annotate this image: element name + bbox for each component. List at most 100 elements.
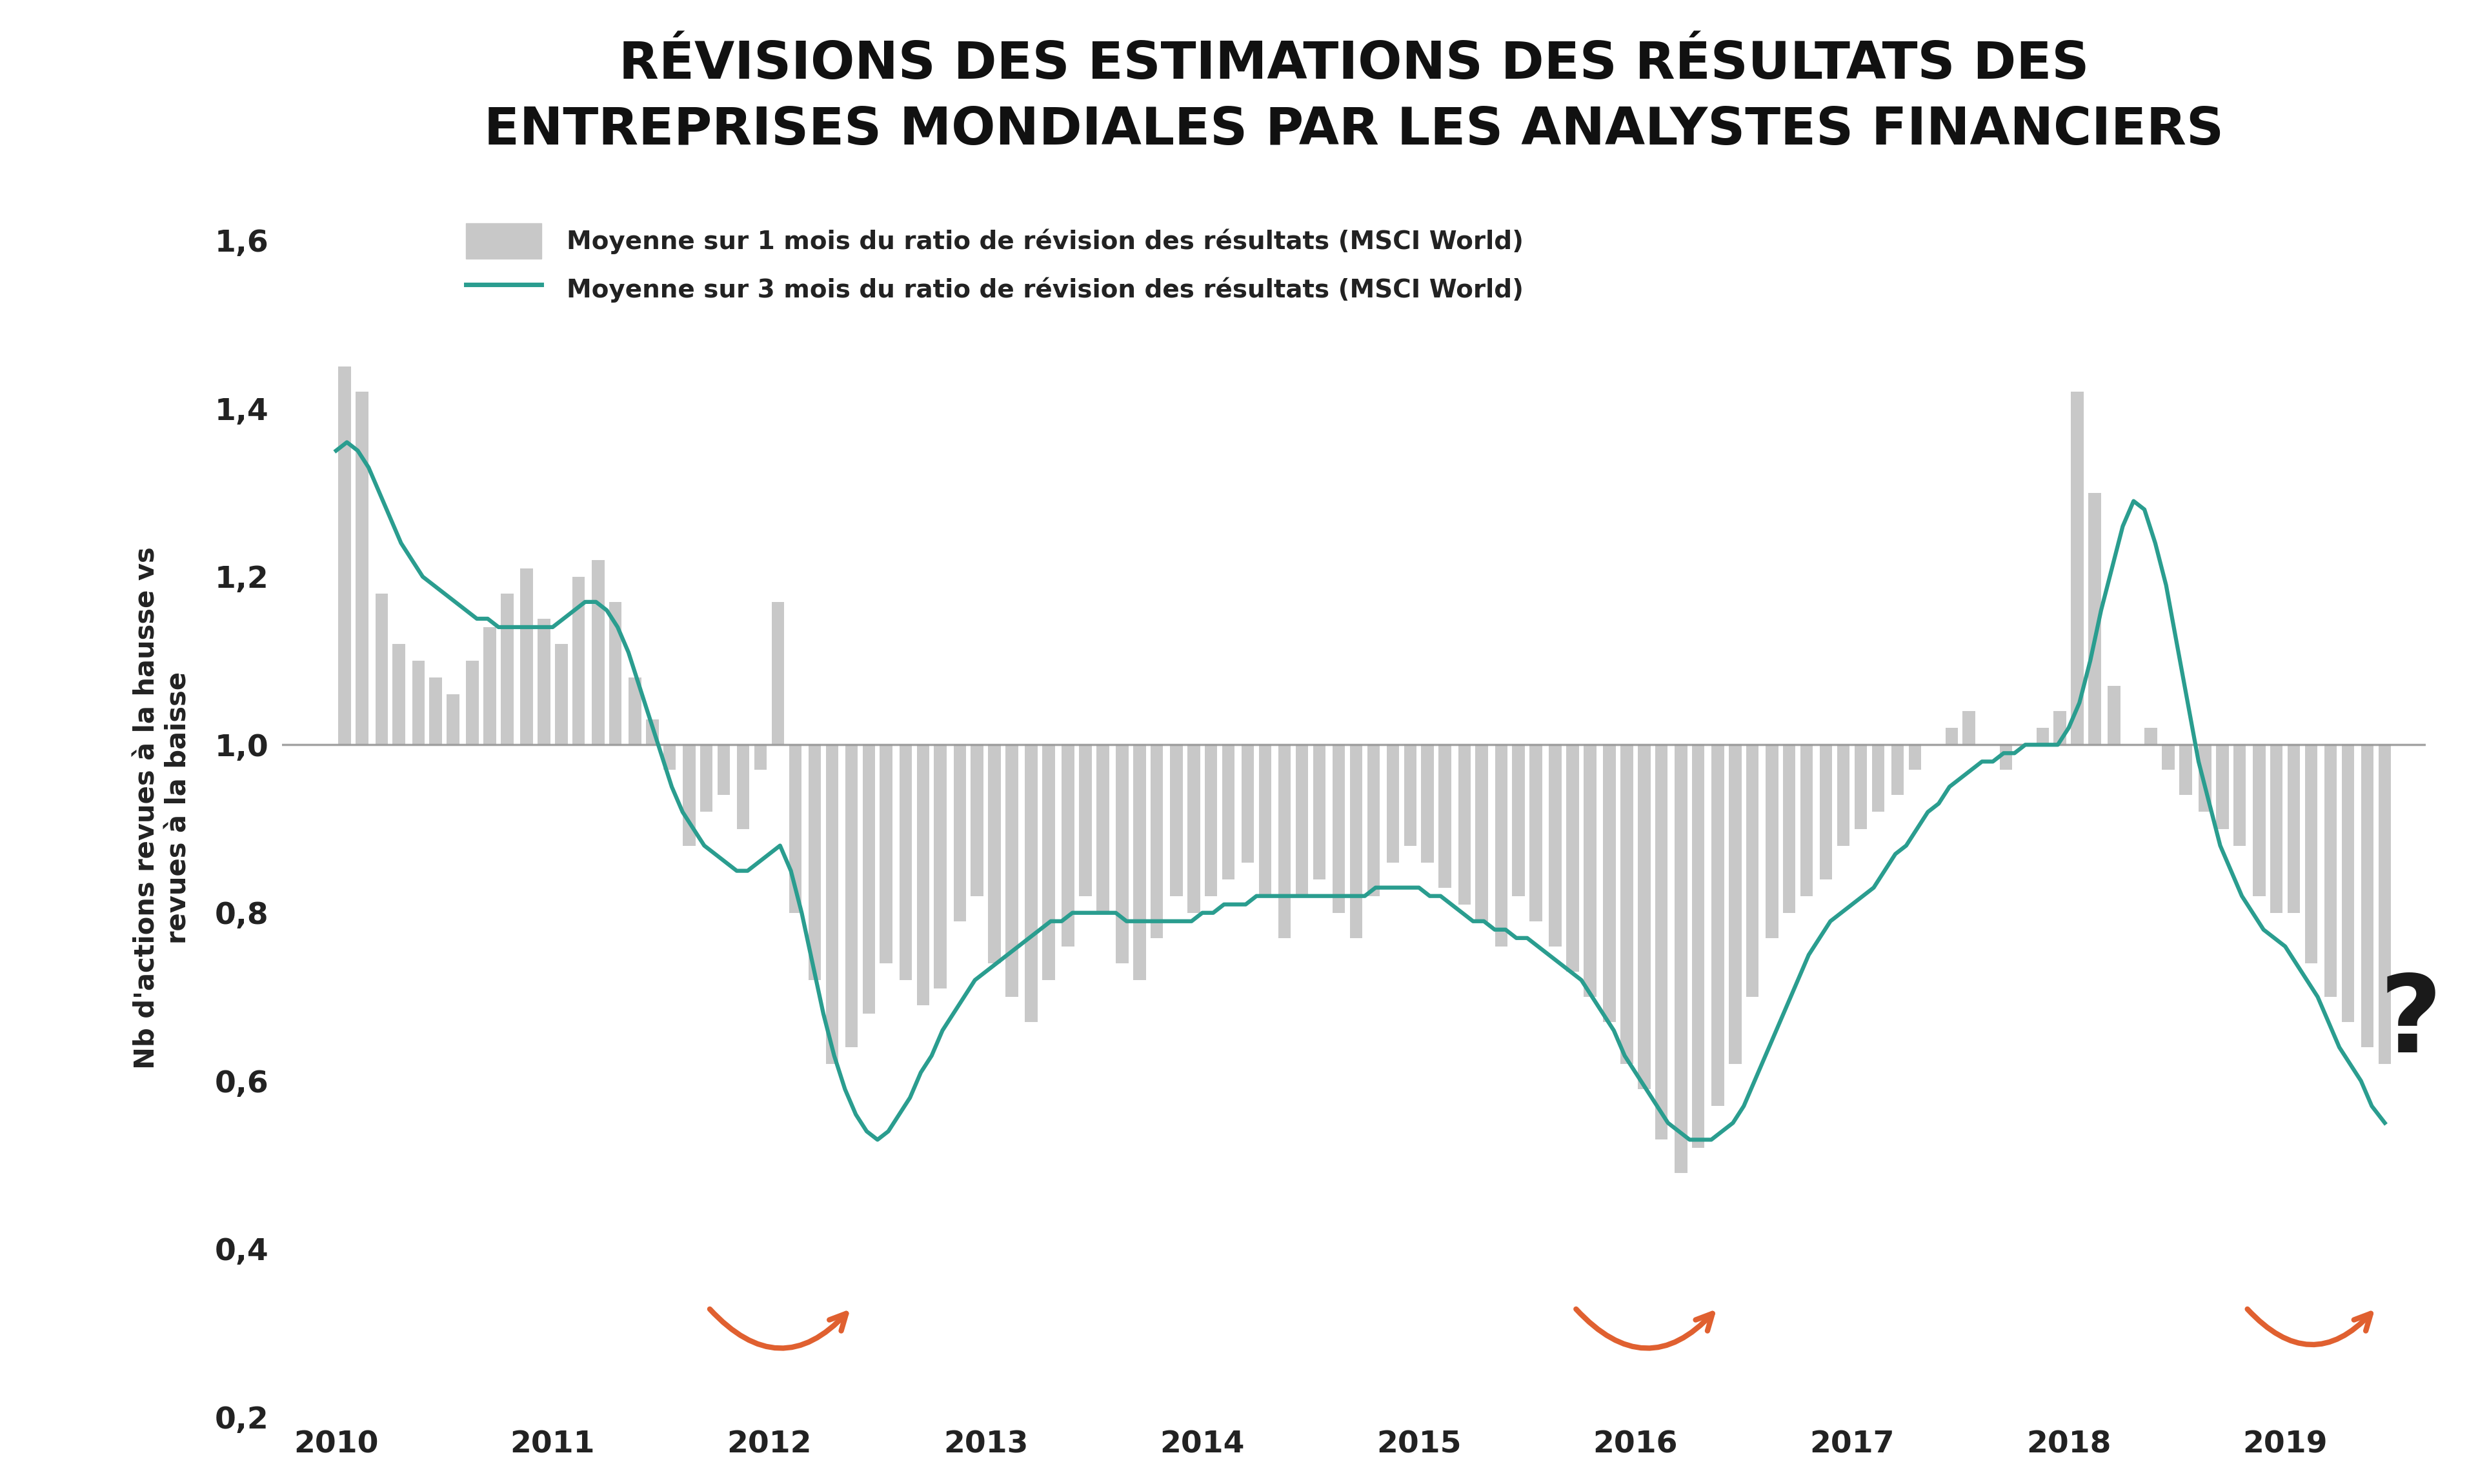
- Bar: [1836, 745, 1849, 846]
- Bar: [880, 745, 892, 963]
- Bar: [1115, 745, 1127, 963]
- Bar: [808, 745, 820, 979]
- Bar: [2362, 745, 2374, 1048]
- Bar: [538, 619, 550, 745]
- Bar: [555, 644, 567, 745]
- Bar: [1095, 745, 1110, 913]
- Bar: [1457, 745, 1469, 904]
- Bar: [1945, 729, 1958, 745]
- Bar: [647, 720, 659, 745]
- Bar: [2215, 745, 2228, 828]
- Bar: [1583, 745, 1596, 997]
- Bar: [1170, 745, 1182, 896]
- Bar: [2161, 745, 2176, 770]
- Bar: [2143, 729, 2158, 745]
- Bar: [1603, 745, 1616, 1022]
- Bar: [2233, 745, 2245, 846]
- Bar: [629, 678, 642, 745]
- Bar: [701, 745, 714, 812]
- Bar: [1494, 745, 1507, 947]
- Bar: [1405, 745, 1417, 846]
- Bar: [934, 745, 947, 988]
- Bar: [357, 392, 369, 745]
- Bar: [1549, 745, 1561, 947]
- Bar: [2253, 745, 2265, 896]
- Bar: [429, 678, 441, 745]
- Bar: [1333, 745, 1346, 913]
- Bar: [845, 745, 857, 1048]
- Bar: [1351, 745, 1363, 938]
- Bar: [572, 577, 585, 745]
- Bar: [1747, 745, 1759, 997]
- Y-axis label: Nb d'actions revues à la hausse vs
revues à la baisse: Nb d'actions revues à la hausse vs revue…: [134, 546, 193, 1068]
- Bar: [2287, 745, 2300, 913]
- Bar: [1621, 745, 1633, 1064]
- Bar: [1784, 745, 1797, 913]
- Bar: [374, 594, 389, 745]
- Bar: [1259, 745, 1271, 896]
- Bar: [2198, 745, 2210, 812]
- Bar: [900, 745, 912, 979]
- Bar: [825, 745, 838, 1064]
- Bar: [2072, 392, 2084, 745]
- Bar: [664, 745, 676, 770]
- Bar: [753, 745, 766, 770]
- Legend: Moyenne sur 1 mois du ratio de révision des résultats (MSCI World), Moyenne sur : Moyenne sur 1 mois du ratio de révision …: [466, 223, 1524, 307]
- Bar: [1222, 745, 1234, 879]
- Bar: [1043, 745, 1056, 979]
- Bar: [788, 745, 800, 913]
- Bar: [1006, 745, 1018, 997]
- Bar: [1712, 745, 1725, 1106]
- Bar: [1132, 745, 1145, 979]
- Bar: [1474, 745, 1487, 922]
- Bar: [1241, 745, 1254, 862]
- Bar: [1566, 745, 1578, 972]
- Bar: [1963, 711, 1975, 745]
- Bar: [736, 745, 748, 828]
- Bar: [1692, 745, 1705, 1149]
- Bar: [862, 745, 875, 1014]
- Bar: [1891, 745, 1903, 795]
- Bar: [2000, 745, 2012, 770]
- Bar: [1529, 745, 1541, 922]
- Bar: [971, 745, 984, 896]
- Bar: [501, 594, 513, 745]
- Bar: [684, 745, 696, 846]
- Bar: [1368, 745, 1380, 896]
- Bar: [1908, 745, 1920, 770]
- Bar: [1730, 745, 1742, 1064]
- Bar: [1078, 745, 1093, 896]
- Bar: [1767, 745, 1779, 938]
- Bar: [592, 559, 605, 745]
- Bar: [2270, 745, 2282, 913]
- Bar: [719, 745, 731, 795]
- Bar: [2089, 493, 2101, 745]
- Bar: [1440, 745, 1452, 887]
- Bar: [339, 367, 352, 745]
- Bar: [1204, 745, 1217, 896]
- Bar: [446, 695, 458, 745]
- Bar: [1279, 745, 1291, 938]
- Bar: [2305, 745, 2317, 963]
- Bar: [2178, 745, 2193, 795]
- Bar: [2054, 711, 2067, 745]
- Bar: [1296, 745, 1308, 896]
- Bar: [392, 644, 406, 745]
- Bar: [1388, 745, 1400, 862]
- Bar: [1512, 745, 1524, 896]
- Bar: [2342, 745, 2354, 1022]
- Bar: [1026, 745, 1038, 1022]
- Bar: [1854, 745, 1866, 828]
- Bar: [771, 603, 783, 745]
- Bar: [917, 745, 929, 1005]
- Bar: [2379, 745, 2391, 1064]
- Bar: [989, 745, 1001, 963]
- Bar: [483, 628, 496, 745]
- Bar: [2037, 729, 2049, 745]
- Bar: [1802, 745, 1814, 896]
- Bar: [1675, 745, 1688, 1174]
- Bar: [2109, 686, 2121, 745]
- Title: RÉVISIONS DES ESTIMATIONS DES RÉSULTATS DES
ENTREPRISES MONDIALES PAR LES ANALYS: RÉVISIONS DES ESTIMATIONS DES RÉSULTATS …: [483, 40, 2223, 156]
- Bar: [1871, 745, 1883, 812]
- Text: ?: ?: [2379, 969, 2441, 1074]
